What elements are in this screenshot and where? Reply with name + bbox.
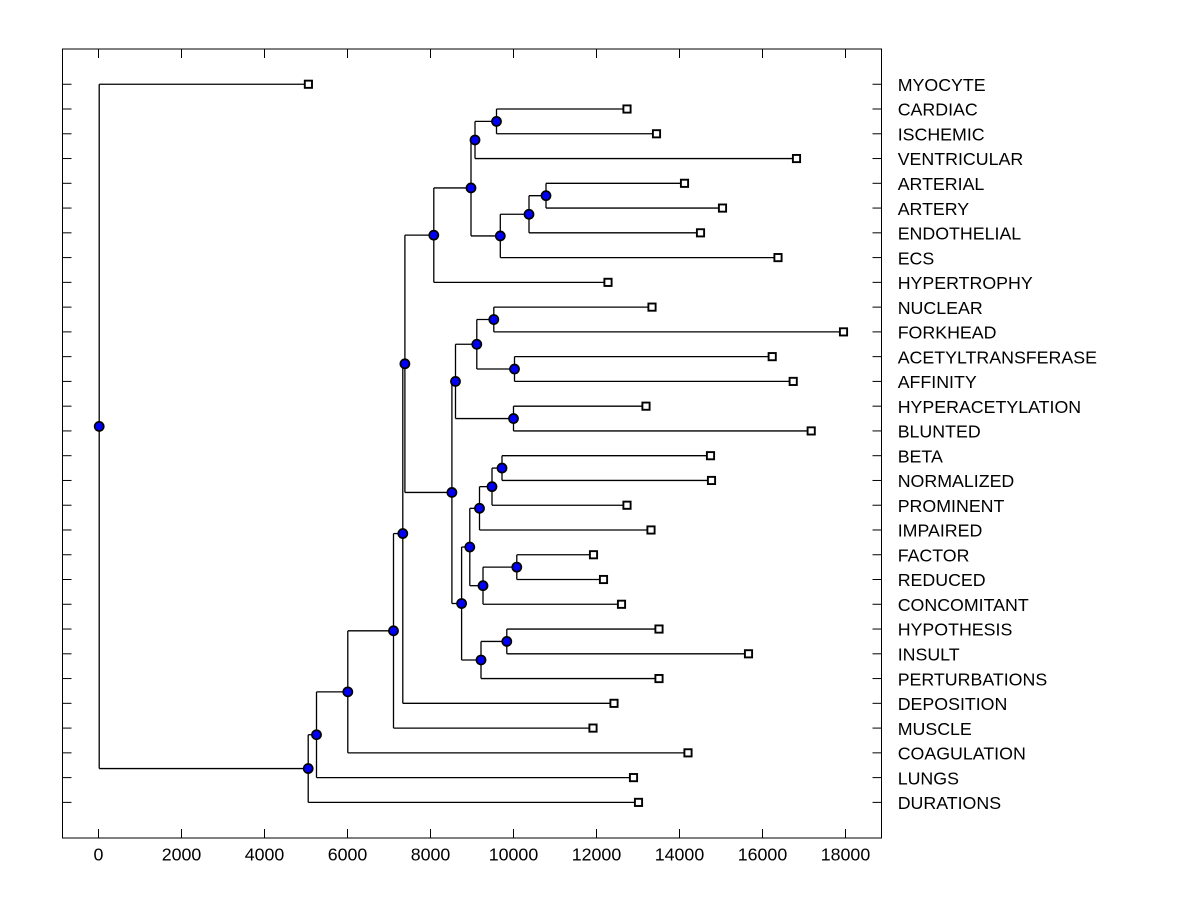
svg-text:INSULT: INSULT	[898, 645, 960, 665]
svg-text:8000: 8000	[411, 845, 451, 865]
svg-text:IMPAIRED: IMPAIRED	[898, 521, 983, 541]
svg-text:18000: 18000	[821, 845, 871, 865]
svg-text:HYPERACETYLATION: HYPERACETYLATION	[898, 397, 1081, 417]
svg-text:12000: 12000	[572, 845, 622, 865]
svg-text:REDUCED: REDUCED	[898, 570, 986, 590]
svg-text:NORMALIZED: NORMALIZED	[898, 471, 1015, 491]
svg-text:FORKHEAD: FORKHEAD	[898, 323, 997, 343]
svg-text:HYPERTROPHY: HYPERTROPHY	[898, 273, 1033, 293]
svg-text:14000: 14000	[655, 845, 705, 865]
svg-text:BLUNTED: BLUNTED	[898, 422, 981, 442]
svg-text:AFFINITY: AFFINITY	[898, 372, 977, 392]
svg-text:ENDOTHELIAL: ENDOTHELIAL	[898, 224, 1022, 244]
svg-text:CONCOMITANT: CONCOMITANT	[898, 595, 1029, 615]
svg-text:10000: 10000	[489, 845, 539, 865]
svg-text:FACTOR: FACTOR	[898, 545, 970, 565]
svg-text:PROMINENT: PROMINENT	[898, 496, 1005, 516]
svg-text:16000: 16000	[738, 845, 788, 865]
svg-text:HYPOTHESIS: HYPOTHESIS	[898, 620, 1013, 640]
svg-text:COAGULATION: COAGULATION	[898, 744, 1026, 764]
svg-text:BETA: BETA	[898, 446, 943, 466]
svg-text:ARTERIAL: ARTERIAL	[898, 174, 985, 194]
svg-text:PERTURBATIONS: PERTURBATIONS	[898, 669, 1048, 689]
svg-text:ARTERY: ARTERY	[898, 199, 970, 219]
svg-text:ECS: ECS	[898, 248, 935, 268]
svg-text:VENTRICULAR: VENTRICULAR	[898, 149, 1024, 169]
svg-text:DEPOSITION: DEPOSITION	[898, 694, 1008, 714]
svg-text:ISCHEMIC: ISCHEMIC	[898, 124, 985, 144]
svg-text:DURATIONS: DURATIONS	[898, 793, 1002, 813]
svg-text:6000: 6000	[328, 845, 368, 865]
svg-text:4000: 4000	[245, 845, 285, 865]
svg-text:ACETYLTRANSFERASE: ACETYLTRANSFERASE	[898, 347, 1097, 367]
svg-text:LUNGS: LUNGS	[898, 768, 959, 788]
svg-text:0: 0	[94, 845, 104, 865]
svg-text:MYOCYTE: MYOCYTE	[898, 75, 986, 95]
svg-text:NUCLEAR: NUCLEAR	[898, 298, 983, 318]
svg-text:2000: 2000	[162, 845, 202, 865]
svg-text:MUSCLE: MUSCLE	[898, 719, 972, 739]
svg-text:CARDIAC: CARDIAC	[898, 100, 978, 120]
